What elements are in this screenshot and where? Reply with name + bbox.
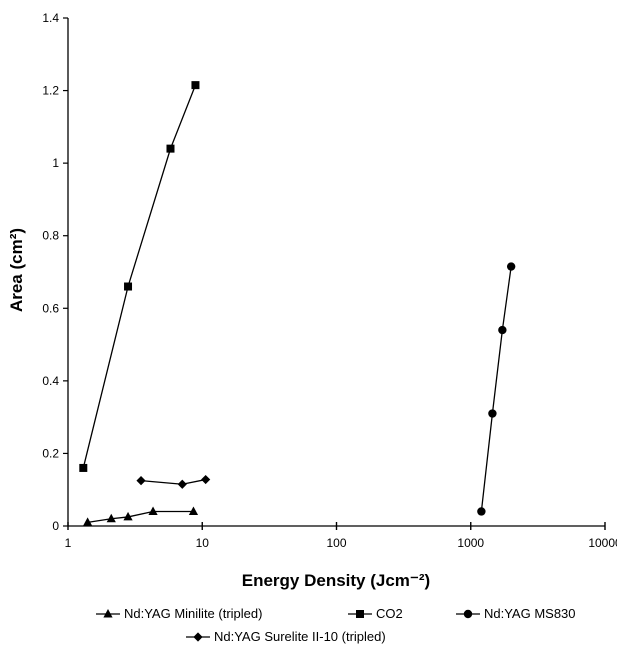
series-line-circle <box>480 266 512 512</box>
series-circle <box>477 262 516 516</box>
legend-item-circle: Nd:YAG MS830 <box>456 606 576 621</box>
x-tick-label: 10 <box>196 536 210 550</box>
y-tick-label: 0.6 <box>42 301 59 315</box>
legend: Nd:YAG Minilite (tripled) CO2 Nd:YAG MS830… <box>96 606 576 644</box>
data-point-diamond <box>136 476 146 486</box>
axes: 0 0.2 0.4 0.6 0.8 1 1.2 1.4 1 10 100 1000 10000 <box>42 11 617 550</box>
legend-marker-diamond <box>193 632 203 642</box>
series-line-diamond <box>140 478 206 485</box>
legend-item-triangle: Nd:YAG Minilite (tripled) <box>96 606 262 621</box>
data-point-square <box>191 81 200 90</box>
x-tick-label: 10000 <box>588 536 617 550</box>
data-point-triangle <box>106 513 116 523</box>
x-tick-label: 100 <box>326 536 346 550</box>
data-point-circle <box>506 262 516 271</box>
legend-label: CO2 <box>376 606 403 621</box>
series-group <box>79 81 516 526</box>
x-axis-title: Energy Density (Jcm⁻²) <box>242 571 430 590</box>
legend-item-square: CO2 <box>348 606 403 621</box>
legend-label: Nd:YAG Surelite II-10 (tripled) <box>214 629 386 644</box>
legend-marker-square <box>356 610 364 618</box>
data-point-circle <box>498 325 507 335</box>
x-tick-label: 1 <box>65 536 72 550</box>
x-tick-label: 1000 <box>457 536 484 550</box>
legend-marker-triangle <box>103 609 113 618</box>
data-point-triangle <box>188 506 199 515</box>
legend-marker-circle <box>463 609 473 619</box>
data-point-circle <box>488 409 497 418</box>
series-diamond <box>136 474 211 489</box>
legend-label: Nd:YAG Minilite (tripled) <box>124 606 262 621</box>
series-line-triangle <box>87 510 194 524</box>
legend-label: Nd:YAG MS830 <box>484 606 576 621</box>
data-point-triangle <box>83 517 93 526</box>
y-tick-label: 0.4 <box>42 374 59 388</box>
data-point-circle <box>477 507 486 516</box>
y-tick-label: 0 <box>52 519 59 533</box>
series-triangle <box>83 506 199 526</box>
series-square <box>79 81 200 472</box>
data-point-square <box>79 463 88 472</box>
data-point-triangle <box>148 506 158 515</box>
series-line-square <box>82 84 197 469</box>
y-axis-title: Area (cm²) <box>7 228 26 312</box>
data-point-diamond <box>201 474 211 485</box>
y-tick-label: 1.4 <box>42 11 59 25</box>
legend-item-diamond: Nd:YAG Surelite II-10 (tripled) <box>186 629 386 644</box>
y-tick-label: 1 <box>52 156 59 170</box>
data-point-triangle <box>123 511 133 521</box>
y-tick-label: 1.2 <box>42 84 59 98</box>
data-point-square <box>124 282 133 291</box>
y-tick-label: 0.8 <box>42 229 59 243</box>
data-point-diamond <box>177 479 187 489</box>
data-point-square <box>166 144 175 153</box>
y-tick-label: 0.2 <box>42 446 59 460</box>
